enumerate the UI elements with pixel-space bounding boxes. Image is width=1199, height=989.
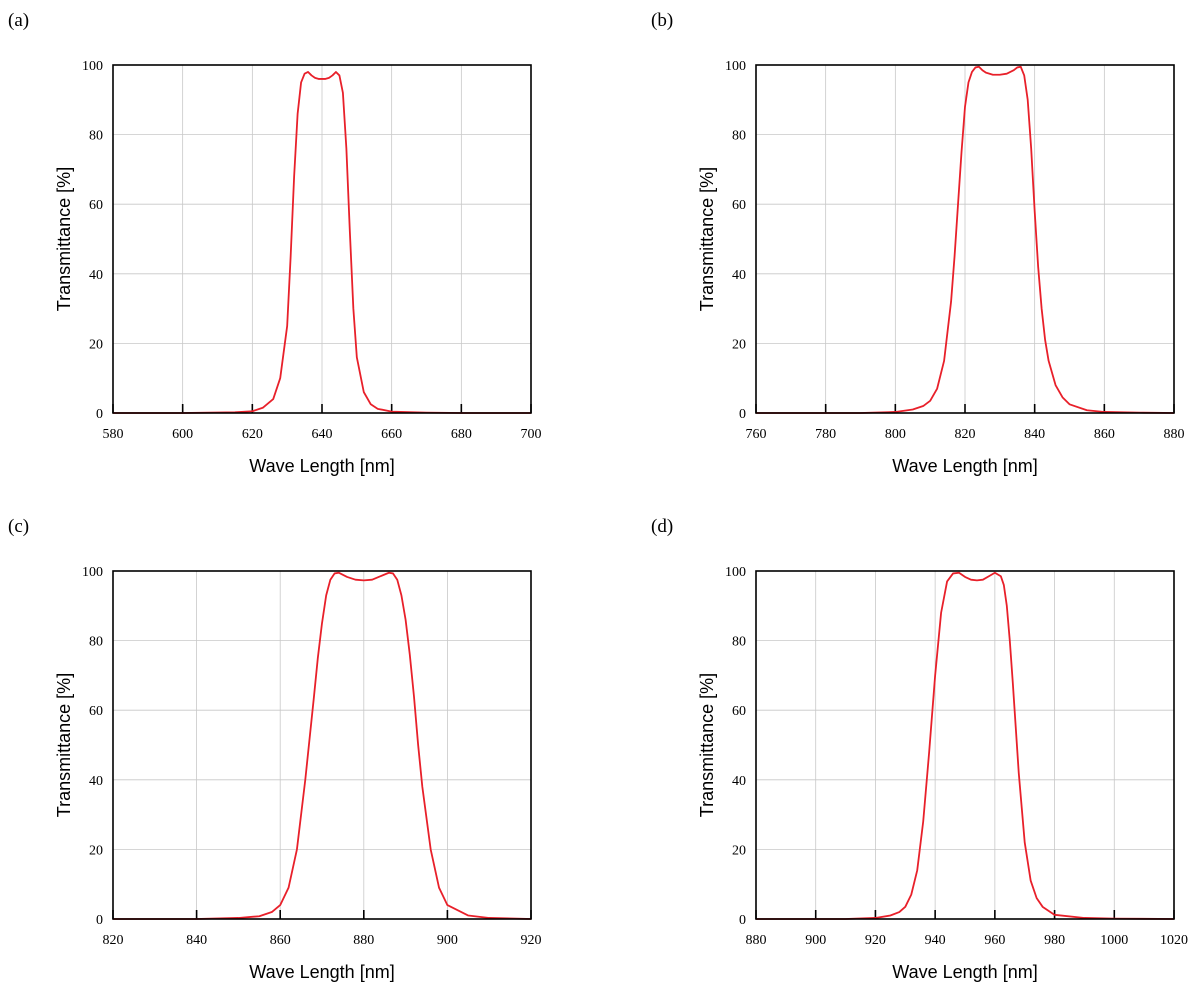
y-tick-label: 20	[89, 337, 103, 352]
y-tick-label: 60	[89, 198, 103, 213]
x-tick-label: 940	[925, 933, 946, 948]
x-tick-label: 780	[815, 427, 836, 442]
y-tick-label: 20	[732, 843, 746, 858]
transmittance-curve	[756, 571, 1175, 920]
y-tick-label: 0	[739, 913, 746, 928]
panel-label: (b)	[651, 10, 673, 31]
x-axis-title: Wave Length [nm]	[249, 456, 394, 476]
x-tick-label: 760	[746, 427, 767, 442]
y-axis-title: Transmittance [%]	[54, 167, 74, 311]
y-tick-label: 20	[732, 337, 746, 352]
x-tick-label: 620	[242, 427, 263, 442]
chart-panel-b: (b) 760 780 800 820 840 860 880 0 20 40 60 80 100 Wave…	[651, 10, 1185, 476]
y-axis-title: Transmittance [%]	[697, 673, 717, 817]
x-tick-label: 900	[437, 933, 458, 948]
x-tick-label: 920	[521, 933, 542, 948]
y-axis-title: Transmittance [%]	[54, 673, 74, 817]
transmittance-curve	[756, 65, 1175, 414]
x-tick-label: 700	[521, 427, 542, 442]
y-tick-label: 60	[89, 704, 103, 719]
x-tick-label: 920	[865, 933, 886, 948]
x-tick-label: 840	[1024, 427, 1045, 442]
x-tick-label: 820	[955, 427, 976, 442]
plot-frame	[112, 570, 532, 920]
x-tick-label: 900	[805, 933, 826, 948]
y-tick-label: 100	[82, 565, 103, 580]
y-tick-label: 0	[739, 407, 746, 422]
y-tick-label: 40	[732, 268, 746, 283]
y-tick-label: 100	[82, 59, 103, 74]
y-tick-label: 100	[725, 565, 746, 580]
transmittance-curve	[113, 571, 532, 920]
plot-frame	[112, 64, 532, 414]
y-axis-title: Transmittance [%]	[697, 167, 717, 311]
x-tick-label: 820	[103, 933, 124, 948]
x-tick-label: 860	[270, 933, 291, 948]
y-tick-label: 100	[725, 59, 746, 74]
y-tick-label: 80	[732, 635, 746, 650]
x-tick-label: 660	[381, 427, 402, 442]
x-tick-label: 880	[353, 933, 374, 948]
x-tick-label: 580	[103, 427, 124, 442]
y-tick-label: 0	[96, 407, 103, 422]
x-tick-label: 840	[186, 933, 207, 948]
chart-panel-a: (a) 580 600 620 640 660 680 700 0 20 40 60 80 100 Wave…	[8, 10, 542, 476]
x-axis-title: Wave Length [nm]	[249, 962, 394, 982]
y-tick-label: 20	[89, 843, 103, 858]
y-tick-label: 40	[89, 268, 103, 283]
panel-label: (c)	[8, 516, 29, 537]
y-tick-label: 40	[89, 774, 103, 789]
x-tick-label: 1020	[1160, 933, 1188, 948]
x-tick-label: 600	[172, 427, 193, 442]
chart-panel-d: (d) 880 900 920 940 960 980 1000 1020 0 20 40 60 80 10…	[651, 516, 1188, 982]
x-tick-label: 640	[312, 427, 333, 442]
x-axis-title: Wave Length [nm]	[892, 456, 1037, 476]
x-tick-label: 680	[451, 427, 472, 442]
y-tick-label: 80	[89, 635, 103, 650]
x-tick-label: 860	[1094, 427, 1115, 442]
x-tick-label: 880	[746, 933, 767, 948]
panel-label: (a)	[8, 10, 29, 31]
plot-frame	[755, 64, 1175, 414]
plot-frame	[755, 570, 1175, 920]
y-tick-label: 40	[732, 774, 746, 789]
y-tick-label: 60	[732, 198, 746, 213]
x-tick-label: 960	[984, 933, 1005, 948]
x-tick-label: 800	[885, 427, 906, 442]
chart-panel-c: (c) 820 840 860 880 900 920 0 20 40 60 80 100 Wave Le…	[8, 516, 542, 982]
transmittance-curve	[113, 71, 531, 414]
panel-label: (d)	[651, 516, 673, 537]
x-axis-title: Wave Length [nm]	[892, 962, 1037, 982]
y-tick-label: 80	[89, 129, 103, 144]
x-tick-label: 880	[1164, 427, 1185, 442]
y-tick-label: 80	[732, 129, 746, 144]
x-tick-label: 1000	[1100, 933, 1128, 948]
y-tick-label: 0	[96, 913, 103, 928]
x-tick-label: 980	[1044, 933, 1065, 948]
y-tick-label: 60	[732, 704, 746, 719]
